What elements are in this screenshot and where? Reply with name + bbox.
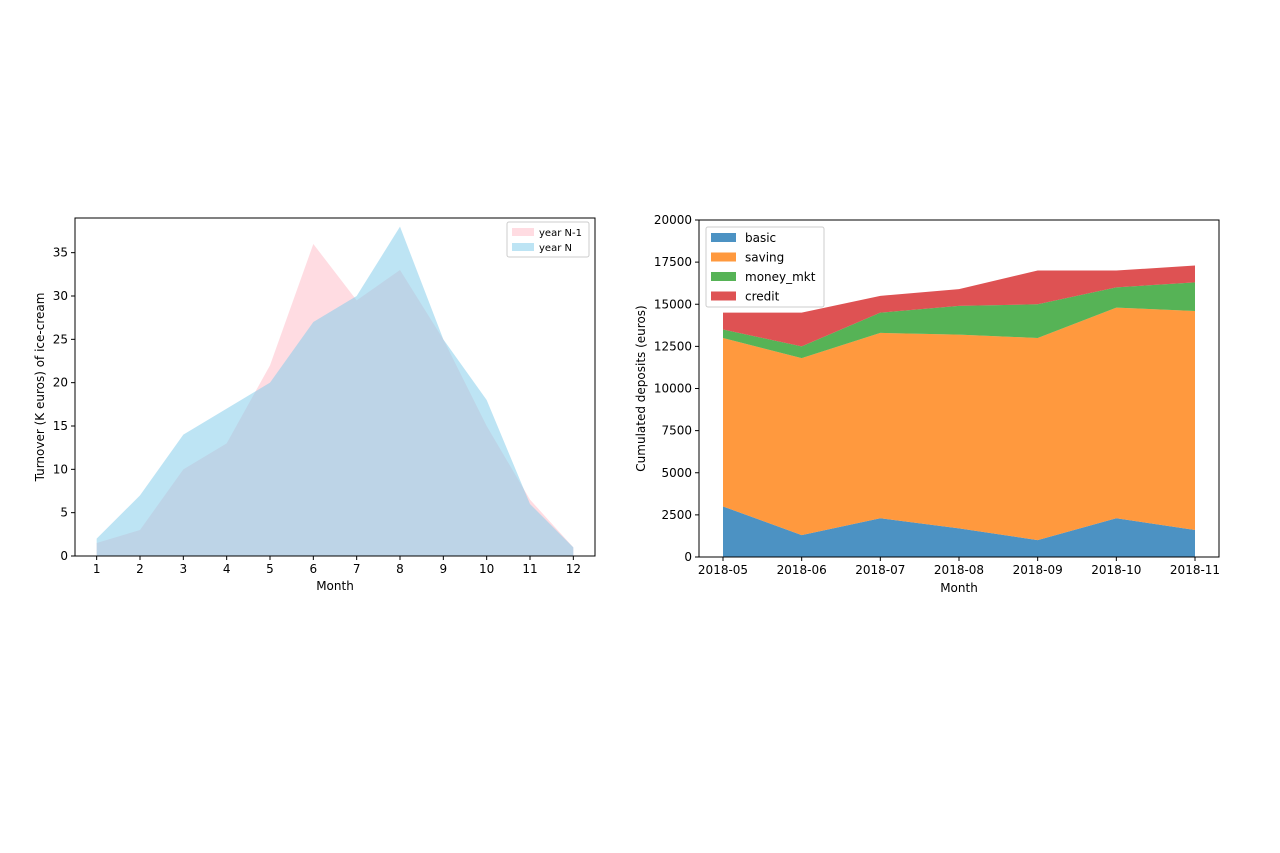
x-tick-label: 2018-08 xyxy=(934,563,984,577)
y-tick-label: 7500 xyxy=(661,424,692,438)
legend-label: saving xyxy=(745,251,784,265)
y-tick-label: 2500 xyxy=(661,508,692,522)
x-axis-label: Month xyxy=(940,581,978,595)
y-tick-label: 10000 xyxy=(654,382,692,396)
x-tick-label: 7 xyxy=(353,562,361,576)
x-tick-label: 2018-07 xyxy=(855,563,905,577)
y-tick-label: 30 xyxy=(53,289,68,303)
y-tick-label: 0 xyxy=(60,549,68,563)
x-tick-label: 4 xyxy=(223,562,231,576)
stack-area-basic xyxy=(723,506,1195,557)
x-tick-label: 2018-09 xyxy=(1013,563,1063,577)
stack-area-saving xyxy=(723,307,1195,541)
legend-swatch xyxy=(711,233,736,242)
legend-box xyxy=(705,226,825,308)
legend-swatch xyxy=(512,228,534,236)
y-tick-label: 15000 xyxy=(654,297,692,311)
legend-label: basic xyxy=(745,231,776,245)
legend-label: year N-1 xyxy=(539,228,582,239)
stack-area-credit xyxy=(723,265,1195,347)
x-tick-label: 2 xyxy=(136,562,144,576)
y-tick-label: 0 xyxy=(684,550,692,564)
legend-swatch xyxy=(711,291,736,301)
y-tick-label: 35 xyxy=(53,246,68,260)
y-tick-label: 20000 xyxy=(654,213,692,227)
x-tick-label: 2018-10 xyxy=(1091,563,1141,577)
legend-label: money_mkt xyxy=(745,270,816,284)
x-tick-label: 9 xyxy=(440,562,448,576)
stack-area-money-mkt xyxy=(723,282,1195,359)
legend-swatch xyxy=(711,272,736,281)
legend-label: credit xyxy=(745,290,780,304)
x-tick-label: 12 xyxy=(566,562,581,576)
legend-swatch xyxy=(711,252,736,262)
x-axis-label: Month xyxy=(316,579,354,593)
deposits-stacked-area-chart: 2018-05 2018-06 2018-07 2018-08 2018-09 2018-… xyxy=(634,213,1220,595)
y-tick-label: 5000 xyxy=(661,466,692,480)
x-tick-label: 10 xyxy=(479,562,494,576)
area-series-year-n xyxy=(96,226,574,556)
y-tick-label: 10 xyxy=(53,462,68,476)
y-tick-label: 20 xyxy=(53,376,68,390)
y-tick-label: 5 xyxy=(60,506,68,520)
x-tick-label: 6 xyxy=(310,562,318,576)
y-axis-label: Turnover (K euros) of ice-cream xyxy=(33,293,47,483)
plot-frame xyxy=(74,217,596,557)
x-tick-label: 11 xyxy=(522,562,537,576)
legend-swatch xyxy=(512,243,534,251)
x-tick-label: 2018-11 xyxy=(1170,563,1220,577)
x-tick-label: 1 xyxy=(93,562,101,576)
x-tick-label: 8 xyxy=(396,562,404,576)
x-tick-label: 2018-06 xyxy=(777,563,827,577)
y-tick-label: 17500 xyxy=(654,255,692,269)
y-axis-label: Cumulated deposits (euros) xyxy=(634,305,648,471)
x-tick-label: 3 xyxy=(180,562,188,576)
y-tick-label: 15 xyxy=(53,419,68,433)
x-tick-label: 5 xyxy=(266,562,274,576)
y-tick-label: 25 xyxy=(53,332,68,346)
ice-cream-area-chart: 1 2 3 4 5 6 7 8 9 10 11 1205101520253035MonthTurnov… xyxy=(33,217,596,593)
legend-label: year N xyxy=(539,243,572,254)
y-tick-label: 12500 xyxy=(654,339,692,353)
x-tick-label: 2018-05 xyxy=(698,563,748,577)
